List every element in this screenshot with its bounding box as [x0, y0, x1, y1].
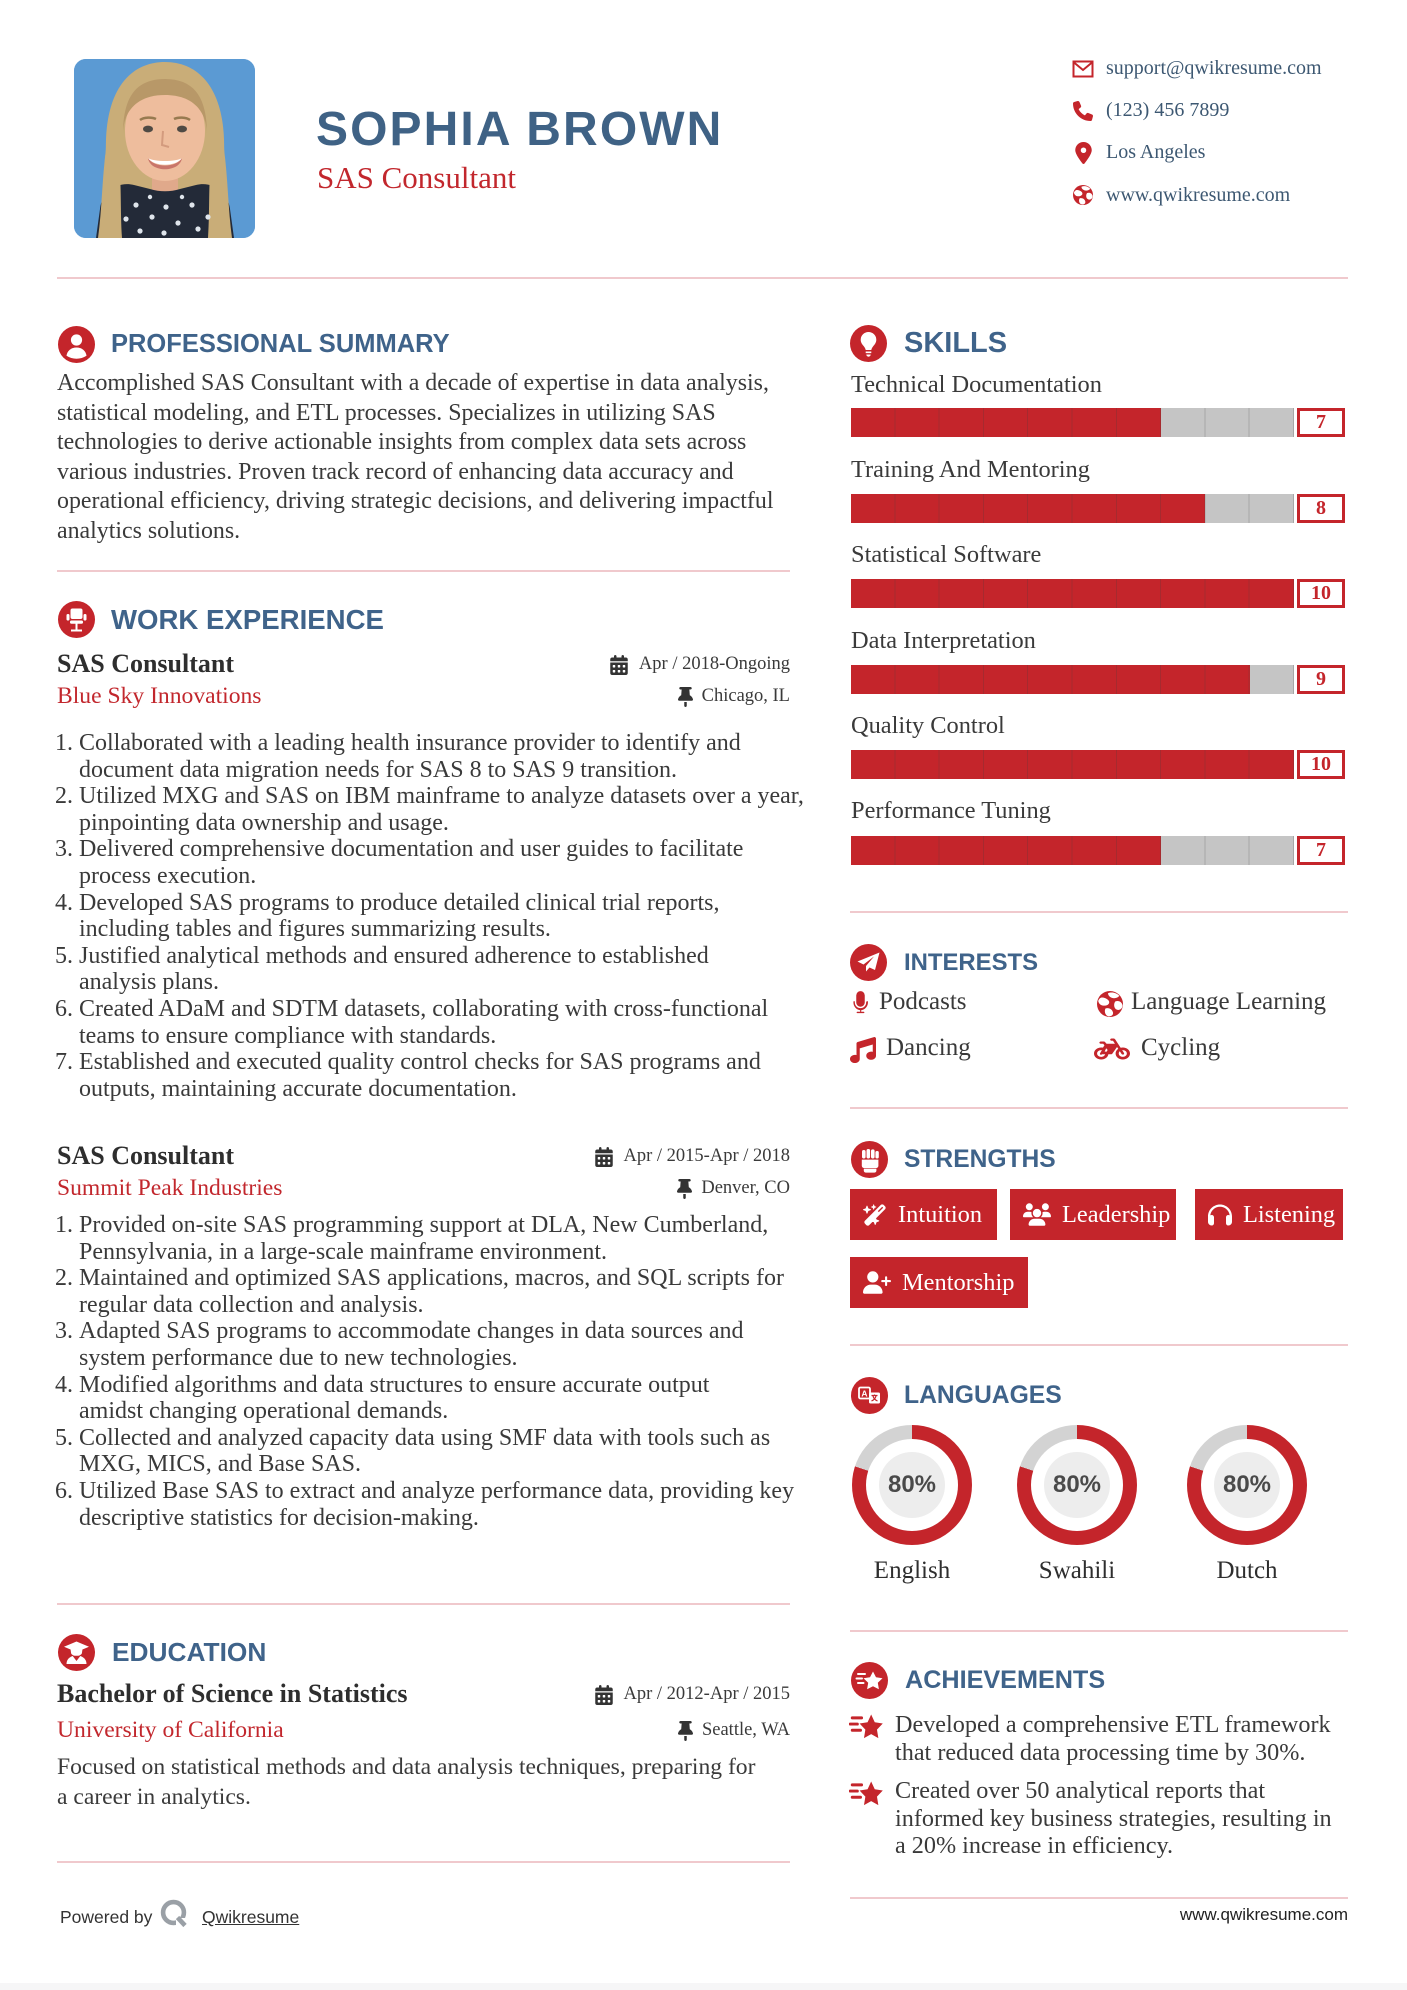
svg-text:A: A	[861, 1389, 867, 1399]
